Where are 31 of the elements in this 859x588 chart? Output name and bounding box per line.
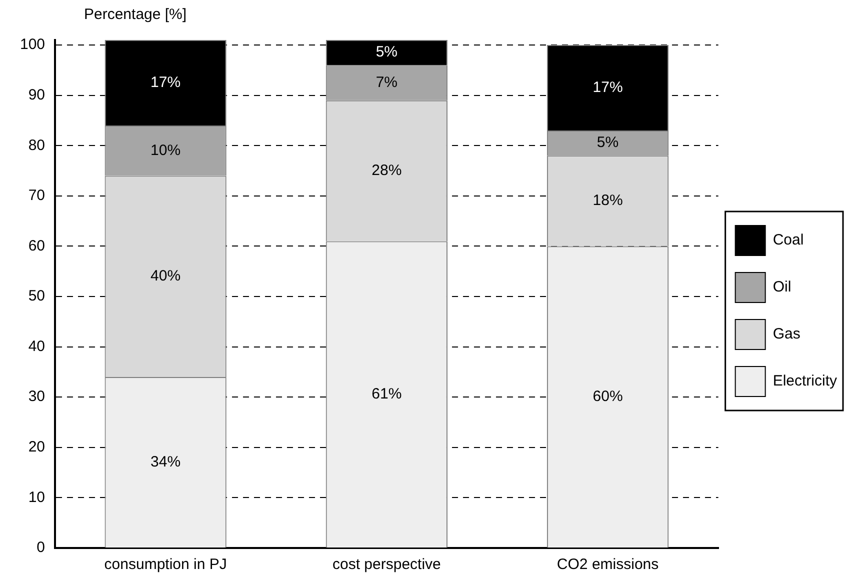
data-label: 40% [150, 268, 181, 285]
y-axis-title: Percentage [%] [84, 6, 187, 23]
y-tick-label: 100 [20, 36, 46, 54]
legend-label: Coal [772, 232, 804, 249]
y-tick-label: 60 [28, 237, 46, 254]
data-label: 61% [372, 385, 402, 402]
legend-label: Gas [772, 326, 800, 343]
y-tick-label: 40 [28, 338, 46, 355]
y-tick-label: 80 [28, 136, 46, 154]
data-label: 60% [592, 388, 623, 405]
data-label: 5% [596, 134, 619, 152]
legend-label: Oil [772, 278, 792, 296]
data-label: 17% [592, 78, 623, 96]
y-tick-label: 10 [28, 488, 46, 506]
y-tick-label: 30 [28, 388, 46, 406]
x-tick-label: CO2 emissions [556, 556, 659, 574]
x-tick-label: cost perspective [332, 556, 441, 574]
data-label: 18% [592, 192, 623, 210]
y-tick-label: 90 [28, 86, 46, 104]
legend-label: Electricity [772, 372, 838, 390]
x-tick-label: consumption in PJ [104, 556, 227, 574]
y-tick-label: 70 [28, 187, 46, 204]
data-label: 17% [150, 74, 181, 91]
data-label: 34% [150, 453, 181, 470]
data-label: 28% [372, 162, 402, 179]
y-tick-label: 0 [36, 539, 46, 556]
data-label: 5% [376, 44, 398, 61]
data-label: 10% [150, 142, 181, 159]
y-tick-label: 20 [28, 438, 46, 456]
data-label: 7% [376, 74, 398, 91]
y-tick-label: 50 [28, 288, 46, 305]
